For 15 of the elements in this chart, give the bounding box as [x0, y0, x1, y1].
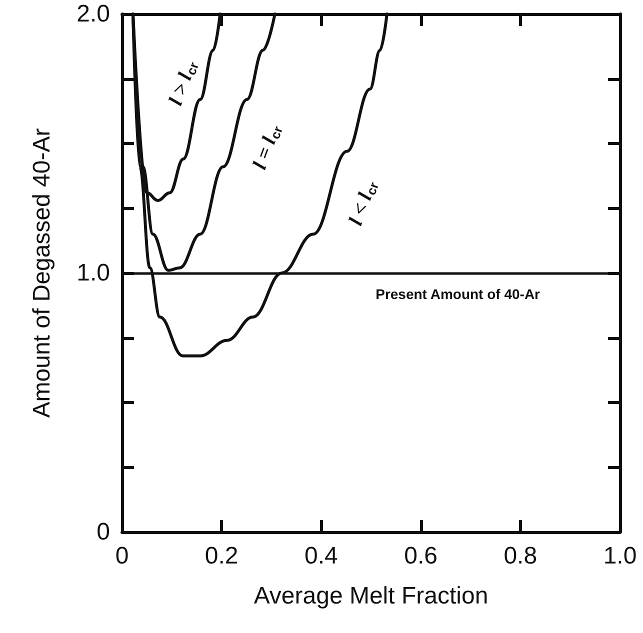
ref-line-label: Present Amount of 40-Ar [376, 286, 541, 302]
y-tick-label: 2.0 [76, 0, 110, 28]
x-tick-label: 1.0 [603, 542, 637, 570]
annotation: l = lcr [248, 124, 286, 172]
y-tick-label: 0 [96, 518, 110, 546]
annotation: l > lcr [164, 60, 202, 108]
x-tick-label: 0 [115, 542, 129, 570]
x-tick-label: 0.6 [404, 542, 438, 570]
annotation: l < lcr [344, 180, 382, 228]
x-tick-label: 0.4 [304, 542, 338, 570]
x-axis-title: Average Melt Fraction [254, 582, 488, 610]
y-tick-label: 1.0 [76, 260, 110, 286]
x-tick-label: 0.2 [204, 542, 238, 570]
y-axis-title: Amount of Degassed 40-Ar [28, 128, 56, 418]
x-tick-label: 0.8 [504, 542, 538, 570]
